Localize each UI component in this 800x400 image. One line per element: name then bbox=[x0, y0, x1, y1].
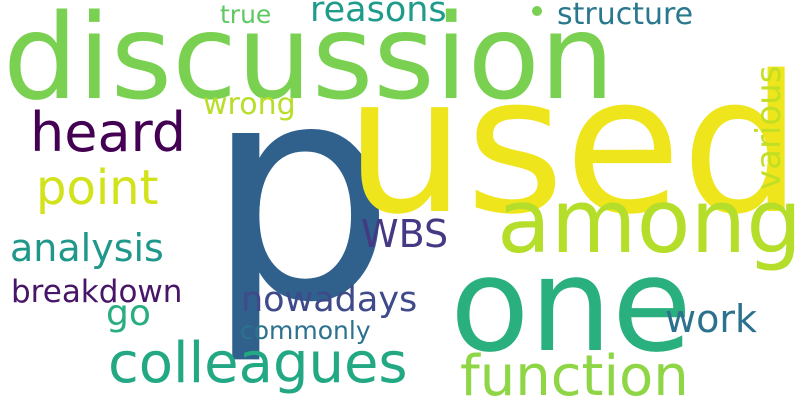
word-heard: heard bbox=[30, 101, 187, 164]
word-various: various bbox=[749, 65, 789, 190]
word-p: p bbox=[205, 19, 396, 368]
word-discussion: discussion bbox=[3, 0, 615, 126]
word-colleagues: colleagues bbox=[108, 331, 408, 396]
word-wbs: WBS bbox=[361, 212, 449, 256]
word-commonly: commonly bbox=[240, 316, 371, 345]
word-true: true bbox=[220, 0, 272, 29]
word-reasons: reasons bbox=[310, 0, 447, 30]
word-among: among bbox=[497, 170, 800, 273]
word-point: point bbox=[36, 160, 159, 216]
word-function: function bbox=[460, 344, 689, 400]
word-one: one bbox=[450, 229, 692, 381]
word-nowadays: nowadays bbox=[241, 280, 418, 320]
word-work: work bbox=[665, 297, 757, 341]
word-analysis: analysis bbox=[10, 226, 164, 270]
word-breakdown: breakdown bbox=[11, 274, 183, 310]
word-used: used bbox=[345, 35, 800, 256]
word-structure: structure bbox=[557, 0, 694, 32]
word-go: go bbox=[106, 293, 151, 334]
word-wrong: wrong bbox=[203, 87, 296, 122]
